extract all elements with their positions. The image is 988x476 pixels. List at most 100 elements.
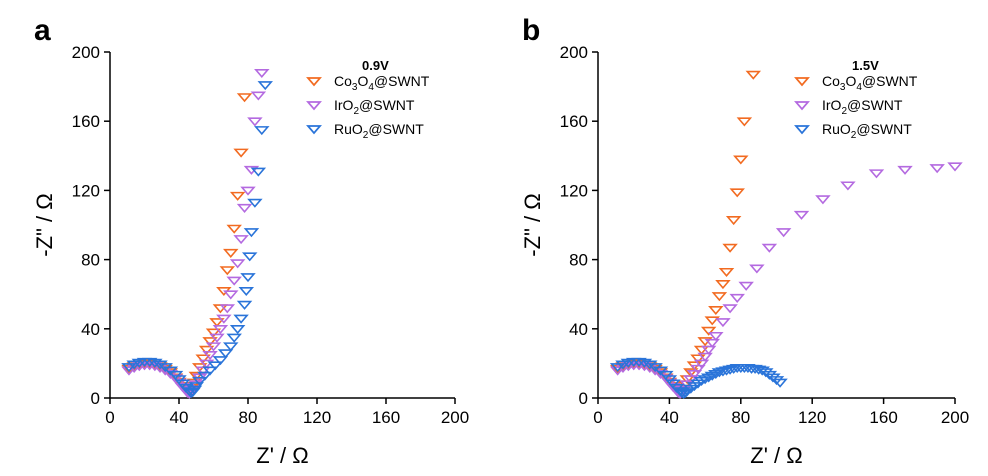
data-point (704, 338, 720, 348)
chart-title: 0.9V (362, 58, 389, 73)
data-point (690, 364, 706, 374)
data-point (238, 286, 255, 297)
data-point (207, 361, 223, 371)
data-point (236, 93, 253, 103)
legend-label: RuO2@SWNT (822, 121, 912, 141)
data-point (236, 300, 253, 310)
data-point (749, 264, 765, 274)
data-point (738, 281, 754, 291)
data-point (223, 290, 239, 300)
legend-marker (794, 77, 810, 87)
data-point (715, 318, 731, 328)
data-point (761, 243, 778, 253)
data-point (141, 361, 158, 371)
series-1 (121, 68, 270, 399)
x-tick-label: 200 (441, 408, 469, 427)
x-tick-label: 120 (303, 408, 331, 427)
data-point (121, 363, 137, 373)
legend-label: IrO2@SWNT (822, 97, 903, 117)
data-point (171, 378, 187, 388)
data-point (661, 375, 678, 385)
data-point (233, 314, 249, 324)
data-point (758, 368, 774, 378)
data-point (711, 368, 728, 378)
data-point (708, 305, 724, 316)
data-point (195, 354, 211, 364)
data-point (750, 365, 767, 375)
data-point (219, 304, 236, 314)
data-point (229, 259, 246, 269)
legend-label: IrO2@SWNT (334, 97, 415, 117)
data-point (718, 366, 735, 376)
data-point (736, 117, 753, 127)
data-point (700, 345, 717, 355)
data-point (141, 357, 158, 367)
data-point (722, 243, 738, 253)
chart-panel-a: 0 40 80 120 160 200 0 40 80 120 160 200 Z' / Ω -Z" / … (32, 43, 469, 468)
data-point (665, 379, 681, 389)
data-point (202, 337, 218, 347)
data-point (929, 164, 945, 174)
x-tick-label: 80 (731, 408, 750, 427)
data-point (205, 328, 222, 338)
data-point (257, 81, 273, 91)
data-point (658, 374, 674, 384)
data-point (722, 365, 738, 375)
y-axis-label: -Z" / Ω (32, 193, 57, 256)
data-point (704, 316, 720, 326)
data-point (247, 117, 263, 127)
data-point (209, 333, 225, 343)
data-point (216, 314, 232, 324)
data-point (167, 370, 184, 380)
data-point (188, 382, 204, 392)
series-1 (609, 162, 963, 399)
data-point (636, 358, 653, 368)
x-tick-label: 120 (798, 408, 826, 427)
data-point (897, 165, 913, 175)
data-point (241, 252, 258, 262)
data-point (147, 358, 163, 368)
data-point (240, 186, 256, 196)
x-tick-label: 160 (869, 408, 897, 427)
data-point (250, 91, 267, 101)
chart-panel-b: 0 40 80 120 160 200 0 40 80 120 160 200 Z' / Ω -Z" / … (520, 43, 969, 468)
data-point (733, 155, 749, 165)
data-point (868, 169, 885, 179)
data-point (686, 370, 703, 380)
data-point (711, 292, 728, 302)
data-point (202, 366, 218, 376)
data-point (162, 370, 179, 380)
data-point (188, 371, 204, 381)
series-2 (121, 81, 273, 399)
data-point (661, 378, 678, 388)
data-point (219, 266, 236, 276)
data-point (226, 333, 242, 343)
legend-marker (306, 125, 322, 135)
y-tick-label: 0 (579, 389, 588, 408)
data-point (236, 203, 253, 213)
data-point (652, 370, 669, 380)
data-point (202, 350, 218, 361)
series-2 (609, 357, 788, 399)
y-tick-label: 200 (560, 43, 588, 62)
data-point (693, 345, 710, 355)
data-point (609, 363, 626, 373)
y-tick-label: 160 (72, 112, 100, 131)
data-point (652, 366, 669, 376)
data-point (229, 325, 246, 335)
data-point (725, 216, 742, 226)
data-point (718, 267, 735, 277)
legend-label: RuO2@SWNT (334, 121, 424, 141)
data-point (250, 167, 267, 177)
data-point (729, 188, 745, 198)
data-point (226, 224, 242, 234)
x-tick-label: 40 (660, 408, 679, 427)
data-point (217, 349, 234, 359)
y-tick-label: 160 (560, 112, 588, 131)
x-tick-label: 200 (941, 408, 969, 427)
data-point (793, 210, 810, 220)
data-point (722, 304, 738, 314)
x-tick-label: 0 (593, 408, 602, 427)
data-point (715, 280, 731, 290)
